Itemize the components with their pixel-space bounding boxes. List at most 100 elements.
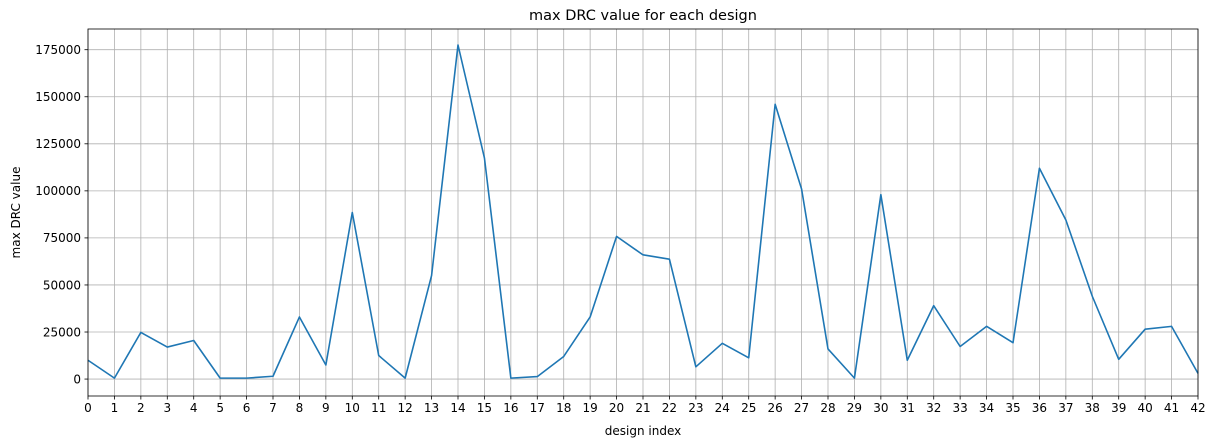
data-point — [193, 339, 195, 341]
data-point — [431, 275, 433, 277]
y-axis-label: max DRC value — [9, 167, 23, 259]
x-tick-label: 9 — [322, 401, 330, 415]
data-point — [1065, 219, 1067, 221]
x-tick-label: 7 — [269, 401, 277, 415]
data-point — [774, 103, 776, 105]
data-point — [589, 316, 591, 318]
x-tick-label: 17 — [530, 401, 545, 415]
x-tick-label: 12 — [398, 401, 413, 415]
series-layer — [87, 44, 1199, 379]
data-point — [880, 194, 882, 196]
x-tick-label: 23 — [688, 401, 703, 415]
data-point — [986, 325, 988, 327]
x-axis-ticks: 0 1 2 3 4 5 6 7 8 9 10 11 12 13 14 15 16 17 18 19 20 21 22 23 24… — [84, 396, 1206, 415]
x-tick-label: 4 — [190, 401, 198, 415]
x-tick-label: 13 — [424, 401, 439, 415]
data-point — [140, 331, 142, 333]
x-tick-label: 37 — [1058, 401, 1073, 415]
x-tick-label: 36 — [1032, 401, 1047, 415]
data-point — [563, 355, 565, 357]
x-axis-label: design index — [605, 424, 681, 438]
data-point — [351, 212, 353, 214]
x-tick-label: 24 — [715, 401, 730, 415]
data-point — [668, 258, 670, 260]
y-tick-label: 125000 — [35, 137, 81, 151]
data-point — [1144, 328, 1146, 330]
data-point — [1038, 167, 1040, 169]
data-point — [933, 305, 935, 307]
x-tick-label: 1 — [111, 401, 119, 415]
x-tick-label: 30 — [873, 401, 888, 415]
x-tick-label: 0 — [84, 401, 92, 415]
data-point — [113, 377, 115, 379]
data-point — [801, 188, 803, 190]
y-tick-label: 175000 — [35, 43, 81, 57]
data-point — [325, 364, 327, 366]
x-tick-label: 20 — [609, 401, 624, 415]
x-tick-label: 33 — [953, 401, 968, 415]
x-tick-label: 6 — [243, 401, 251, 415]
x-tick-label: 2 — [137, 401, 145, 415]
x-tick-label: 25 — [741, 401, 756, 415]
grid-lines — [87, 29, 1199, 396]
data-point — [616, 235, 618, 237]
x-tick-label: 32 — [926, 401, 941, 415]
x-tick-label: 26 — [768, 401, 783, 415]
x-tick-label: 35 — [1005, 401, 1020, 415]
data-point — [748, 357, 750, 359]
x-tick-label: 27 — [794, 401, 809, 415]
data-point — [166, 346, 168, 348]
y-tick-label: 150000 — [35, 90, 81, 104]
data-point — [510, 377, 512, 379]
x-tick-label: 28 — [820, 401, 835, 415]
x-tick-label: 42 — [1190, 401, 1205, 415]
x-tick-label: 15 — [477, 401, 492, 415]
x-tick-label: 5 — [216, 401, 224, 415]
x-tick-label: 39 — [1111, 401, 1126, 415]
x-tick-label: 11 — [371, 401, 386, 415]
data-point — [642, 254, 644, 256]
y-tick-label: 75000 — [43, 231, 81, 245]
data-point — [378, 355, 380, 357]
data-point — [1012, 342, 1014, 344]
x-tick-label: 16 — [503, 401, 518, 415]
data-point — [246, 377, 248, 379]
data-point — [721, 342, 723, 344]
y-axis-ticks: 0 25000 50000 75000 100000 125000 150000 175000 — [35, 43, 88, 386]
y-tick-label: 50000 — [43, 278, 81, 292]
series-line — [87, 44, 1199, 379]
data-point — [404, 377, 406, 379]
data-point — [695, 366, 697, 368]
x-tick-label: 21 — [635, 401, 650, 415]
x-tick-label: 29 — [847, 401, 862, 415]
y-tick-label: 0 — [73, 372, 81, 386]
x-tick-label: 14 — [450, 401, 465, 415]
data-point — [272, 375, 274, 377]
y-tick-label: 25000 — [43, 325, 81, 339]
data-point — [219, 377, 221, 379]
x-tick-label: 10 — [345, 401, 360, 415]
x-tick-label: 3 — [163, 401, 171, 415]
data-point — [483, 157, 485, 159]
data-point — [827, 348, 829, 350]
x-tick-label: 22 — [662, 401, 677, 415]
data-point — [959, 346, 961, 348]
x-tick-label: 40 — [1138, 401, 1153, 415]
x-tick-label: 18 — [556, 401, 571, 415]
x-tick-label: 31 — [900, 401, 915, 415]
data-point — [1171, 325, 1173, 327]
data-point — [906, 359, 908, 361]
x-tick-label: 19 — [583, 401, 598, 415]
x-tick-label: 8 — [296, 401, 304, 415]
data-point — [536, 376, 538, 378]
x-tick-label: 38 — [1085, 401, 1100, 415]
data-point — [298, 316, 300, 318]
x-tick-label: 34 — [979, 401, 994, 415]
data-point — [853, 377, 855, 379]
data-point — [457, 44, 459, 46]
x-tick-label: 41 — [1164, 401, 1179, 415]
data-point — [1091, 295, 1093, 297]
chart-title: max DRC value for each design — [529, 8, 757, 24]
